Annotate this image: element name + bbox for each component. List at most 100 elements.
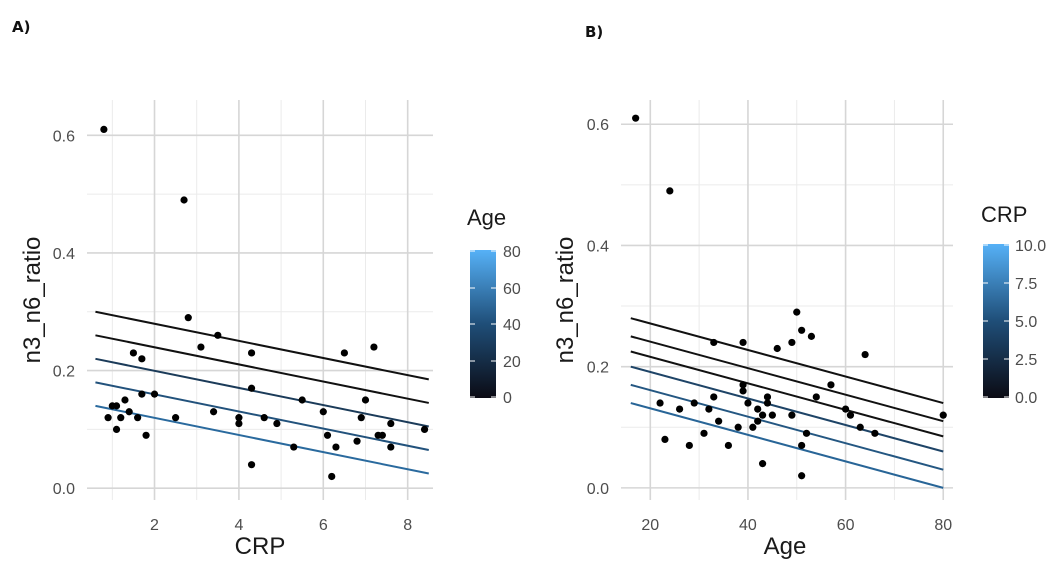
panel-a-data-point bbox=[112, 425, 121, 434]
panel-b-data-point bbox=[734, 423, 742, 431]
panel-a-data-point bbox=[247, 349, 256, 357]
panel-b-data-point bbox=[763, 393, 772, 401]
panel-a-data-point bbox=[104, 414, 112, 422]
panel-b-data-point bbox=[744, 399, 752, 407]
panel-b-fit-line bbox=[630, 317, 944, 404]
panel-b-y-tick-label: 0.6 bbox=[587, 117, 609, 134]
panel-b-data-point bbox=[856, 423, 864, 431]
panel-a-data-point bbox=[172, 414, 180, 422]
panel-b-data-point bbox=[846, 411, 855, 419]
panel-a-y-tick-label: 0.6 bbox=[53, 128, 75, 145]
panel-b-fit-line bbox=[630, 350, 944, 438]
panel-b-data-point bbox=[739, 338, 747, 347]
panel-b-data-point bbox=[758, 411, 767, 419]
panel-b-data-point bbox=[798, 441, 806, 450]
panel-b-x-tick-label: 80 bbox=[934, 517, 952, 534]
panel-b-data-point bbox=[685, 441, 693, 450]
panel-a-data-point bbox=[357, 414, 365, 422]
panel-a-data-point bbox=[117, 414, 125, 422]
panel-b-data-point bbox=[758, 460, 767, 468]
panel-b-points bbox=[632, 114, 947, 480]
panel-a-data-point bbox=[260, 414, 268, 422]
panel-a-data-point bbox=[209, 408, 218, 416]
panel-b-plot-area bbox=[621, 100, 953, 500]
panel-b-data-point bbox=[807, 332, 816, 340]
panel-a-data-point bbox=[298, 396, 306, 404]
panel-b-data-point bbox=[763, 399, 772, 407]
panel-a-data-point bbox=[332, 443, 340, 451]
panel-b-data-point bbox=[724, 441, 733, 450]
panel-a-y-axis-title: n3_n6_ratio bbox=[19, 237, 46, 364]
panel-b-data-point bbox=[675, 405, 684, 413]
panel-b-data-point bbox=[700, 429, 708, 437]
panel-a-data-point bbox=[353, 437, 361, 445]
panel-b-data-point bbox=[798, 326, 806, 334]
panel-b-x-tick-label: 20 bbox=[641, 517, 659, 534]
panel-a-data-point bbox=[340, 349, 348, 357]
panel-b-legend-tick-5: 5.0 bbox=[1015, 314, 1037, 331]
panel-a: A) 2 4 6 80.00.20.40.6 CRP n3_n6_ratio Age … bbox=[12, 18, 521, 560]
panel-b-data-point bbox=[661, 435, 669, 443]
panel-b-x-tick-label: 60 bbox=[837, 517, 855, 534]
panel-a-data-point bbox=[112, 402, 121, 410]
panel-b-data-point bbox=[632, 114, 640, 122]
panel-b-data-point bbox=[871, 429, 879, 437]
panel-b-data-point bbox=[841, 405, 850, 413]
panel-a-fit-line bbox=[95, 310, 429, 381]
panel-a-data-point bbox=[197, 343, 205, 351]
panel-a-y-tick-label: 0.2 bbox=[53, 364, 75, 381]
panel-b-legend-title: CRP bbox=[981, 202, 1027, 227]
panel-b-fit-line bbox=[630, 402, 944, 489]
panel-b-x-axis-title: Age bbox=[764, 533, 807, 560]
panel-b-data-point bbox=[705, 405, 713, 413]
panel-b-legend-tick-10: 10.0 bbox=[1015, 238, 1046, 255]
panel-b-fit-line bbox=[630, 383, 944, 471]
panel-b-data-point bbox=[798, 472, 806, 480]
panel-b-data-point bbox=[754, 417, 762, 425]
panel-b-data-point bbox=[768, 411, 776, 419]
panel-b-data-point bbox=[754, 405, 762, 413]
panel-b-data-point bbox=[812, 393, 820, 401]
panel-b-data-point bbox=[788, 411, 796, 419]
panel-b-legend-ticks: 10.0 7.5 5.0 2.5 0.0 bbox=[983, 238, 1046, 407]
panel-a-y-tick-label: 0.4 bbox=[53, 246, 75, 263]
panel-a-data-point bbox=[273, 419, 281, 428]
panel-b-data-point bbox=[773, 344, 781, 353]
panel-a-x-tick-label: 8 bbox=[403, 517, 412, 534]
panel-a-data-point bbox=[125, 408, 133, 416]
panel-a-fit-line bbox=[95, 404, 429, 475]
panel-a-data-point bbox=[214, 331, 222, 339]
panel-a-data-point bbox=[138, 355, 146, 363]
panel-a-data-point bbox=[138, 390, 146, 398]
panel-b-data-point bbox=[739, 381, 747, 389]
panel-a-data-point bbox=[370, 343, 378, 351]
panel-a-data-point bbox=[235, 414, 243, 422]
panel-a-legend-tick-60: 60 bbox=[503, 281, 521, 298]
panel-a-ticks: 2 4 6 8 0.0 0.2 0.4 0.6 bbox=[53, 128, 412, 534]
panel-a-x-tick-label: 6 bbox=[319, 517, 328, 534]
panel-b-x-tick-label: 40 bbox=[739, 517, 757, 534]
panel-a-data-point bbox=[180, 196, 188, 204]
panel-a-data-point bbox=[142, 431, 150, 439]
panel-a-data-point bbox=[323, 431, 332, 439]
panel-b-fit-line bbox=[630, 365, 944, 453]
panel-b-data-point bbox=[710, 393, 718, 401]
panel-b-y-tick-label: 0.2 bbox=[587, 360, 609, 377]
panel-b-data-point bbox=[861, 350, 869, 359]
panel-a-data-point bbox=[100, 125, 108, 134]
panel-a-legend-tick-20: 20 bbox=[503, 354, 521, 371]
panel-a-data-point bbox=[290, 443, 298, 451]
panel-b-data-point bbox=[802, 429, 811, 437]
panel-a-legend-ticks: 80 60 40 20 0 bbox=[470, 244, 521, 407]
panel-a-data-point bbox=[361, 396, 370, 404]
panel-b-fit-lines bbox=[630, 317, 944, 489]
panel-b-data-point bbox=[788, 338, 796, 347]
panel-b-data-point bbox=[939, 411, 947, 419]
panel-a-data-point bbox=[134, 414, 142, 422]
panel-b-data-point bbox=[793, 308, 801, 316]
panel-a-data-point bbox=[184, 314, 192, 322]
panel-a-legend-title: Age bbox=[467, 205, 506, 230]
panel-a-x-tick-label: 2 bbox=[150, 517, 159, 534]
panel-a-label: A) bbox=[12, 18, 30, 36]
panel-a-data-point bbox=[420, 425, 429, 434]
